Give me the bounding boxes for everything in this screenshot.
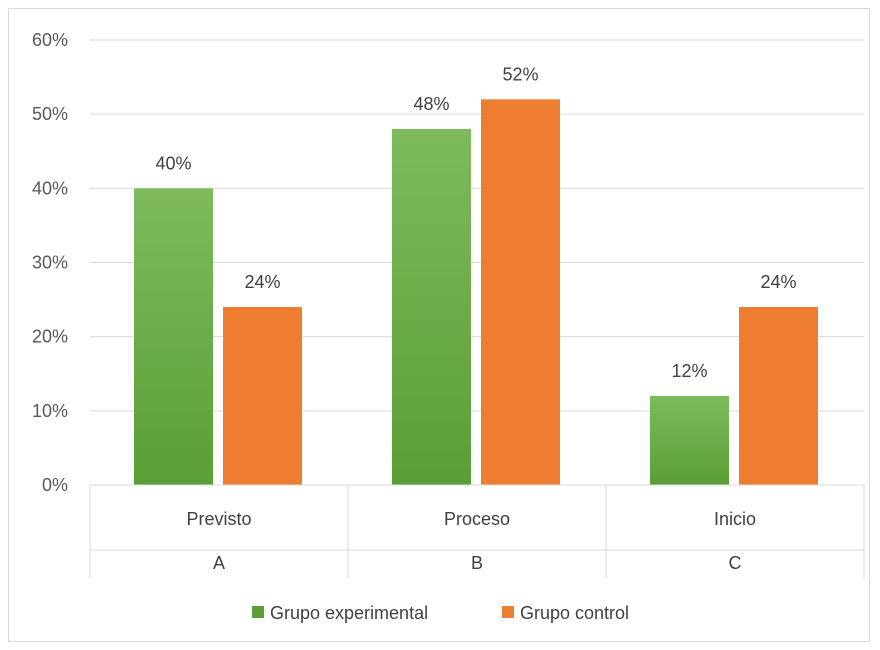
x-category-label: Previsto bbox=[186, 509, 251, 529]
data-label: 24% bbox=[244, 272, 280, 292]
data-label: 48% bbox=[413, 94, 449, 114]
legend-label-control: Grupo control bbox=[520, 603, 629, 623]
bar-control-previsto bbox=[223, 307, 302, 485]
bar-control-inicio bbox=[739, 307, 818, 485]
x-category-label: Proceso bbox=[444, 509, 510, 529]
bars bbox=[134, 99, 818, 486]
y-tick-label: 60% bbox=[32, 30, 68, 50]
x-axis: Previsto A Proceso B Inicio C bbox=[89, 484, 865, 578]
legend-swatch-control bbox=[502, 606, 514, 618]
y-tick-label: 30% bbox=[32, 253, 68, 273]
data-labels: 40% 24% 48% 52% 12% 24% bbox=[155, 64, 796, 381]
y-tick-label: 0% bbox=[42, 475, 68, 495]
bar-experimental-previsto bbox=[134, 188, 213, 486]
legend: Grupo experimental Grupo control bbox=[252, 603, 629, 623]
bar-experimental-inicio bbox=[650, 396, 729, 485]
x-group-label: B bbox=[471, 553, 483, 573]
data-label: 24% bbox=[760, 272, 796, 292]
data-label: 52% bbox=[502, 64, 538, 84]
data-label: 40% bbox=[155, 153, 191, 173]
y-tick-label: 40% bbox=[32, 178, 68, 198]
x-category-label: Inicio bbox=[714, 509, 756, 529]
legend-swatch-experimental bbox=[252, 606, 264, 618]
y-tick-label: 50% bbox=[32, 104, 68, 124]
y-axis-tick-labels: 0% 10% 20% 30% 40% 50% 60% bbox=[32, 30, 68, 495]
x-group-label: A bbox=[213, 553, 225, 573]
y-tick-label: 10% bbox=[32, 401, 68, 421]
bar-control-proceso bbox=[481, 99, 560, 485]
y-tick-label: 20% bbox=[32, 327, 68, 347]
legend-label-experimental: Grupo experimental bbox=[270, 603, 428, 623]
bar-experimental-proceso bbox=[392, 129, 471, 485]
x-group-label: C bbox=[729, 553, 742, 573]
data-label: 12% bbox=[671, 361, 707, 381]
